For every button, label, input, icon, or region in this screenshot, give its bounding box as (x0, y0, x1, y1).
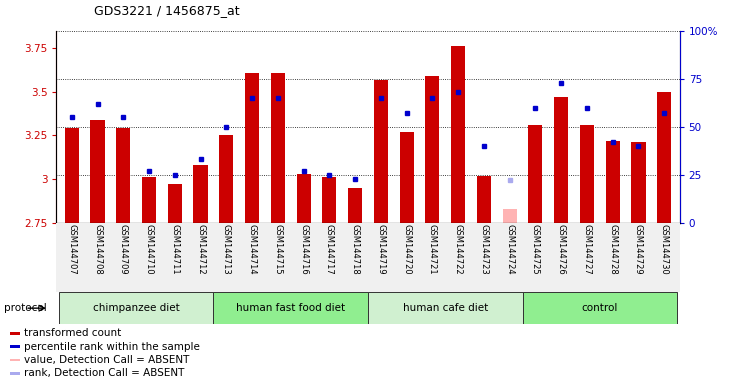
Text: GDS3221 / 1456875_at: GDS3221 / 1456875_at (94, 4, 240, 17)
Text: GSM144719: GSM144719 (376, 224, 385, 275)
Text: GSM144723: GSM144723 (479, 224, 488, 275)
Text: control: control (581, 303, 618, 313)
Bar (219, 136, 234, 223)
Bar (116, 129, 131, 223)
Bar (10, 345, 20, 348)
Bar (523, 292, 677, 324)
Text: GSM144718: GSM144718 (351, 224, 360, 275)
Text: percentile rank within the sample: percentile rank within the sample (24, 341, 200, 352)
Text: value, Detection Call = ABSENT: value, Detection Call = ABSENT (24, 355, 189, 365)
Bar (657, 92, 671, 223)
Bar (56, 223, 680, 292)
Bar (297, 174, 311, 223)
Bar (10, 372, 20, 375)
Bar (59, 292, 213, 324)
Text: GSM144708: GSM144708 (93, 224, 102, 275)
Bar (554, 97, 569, 223)
Bar (322, 177, 336, 223)
Text: chimpanzee diet: chimpanzee diet (93, 303, 179, 313)
Text: GSM144717: GSM144717 (325, 224, 334, 275)
Bar (632, 142, 646, 223)
Bar (502, 209, 517, 223)
Text: protocol: protocol (4, 303, 47, 313)
Text: GSM144725: GSM144725 (531, 224, 540, 275)
Bar (194, 165, 207, 223)
Text: GSM144726: GSM144726 (556, 224, 566, 275)
Text: GSM144729: GSM144729 (634, 224, 643, 275)
Bar (348, 188, 362, 223)
Bar (451, 46, 465, 223)
Bar (374, 79, 388, 223)
Bar (605, 141, 620, 223)
Text: GSM144715: GSM144715 (273, 224, 282, 275)
Text: transformed count: transformed count (24, 328, 122, 338)
Bar (142, 177, 156, 223)
Text: GSM144724: GSM144724 (505, 224, 514, 275)
Bar (400, 132, 414, 223)
Text: GSM144716: GSM144716 (299, 224, 308, 275)
Bar (477, 175, 491, 223)
Bar (167, 184, 182, 223)
Text: GSM144711: GSM144711 (170, 224, 179, 275)
Text: GSM144709: GSM144709 (119, 224, 128, 275)
Text: GSM144712: GSM144712 (196, 224, 205, 275)
Text: GSM144721: GSM144721 (428, 224, 437, 275)
Text: GSM144730: GSM144730 (659, 224, 668, 275)
Bar (213, 292, 368, 324)
Text: GSM144713: GSM144713 (222, 224, 231, 275)
Text: GSM144707: GSM144707 (68, 224, 77, 275)
Bar (529, 125, 542, 223)
Bar (10, 332, 20, 334)
Text: rank, Detection Call = ABSENT: rank, Detection Call = ABSENT (24, 368, 185, 379)
Text: human fast food diet: human fast food diet (236, 303, 345, 313)
Text: human cafe diet: human cafe diet (403, 303, 488, 313)
Bar (245, 73, 259, 223)
Bar (90, 120, 104, 223)
Text: GSM144720: GSM144720 (402, 224, 411, 275)
Text: GSM144710: GSM144710 (144, 224, 153, 275)
Text: GSM144722: GSM144722 (454, 224, 463, 275)
Bar (10, 359, 20, 361)
Bar (425, 76, 439, 223)
Text: GSM144728: GSM144728 (608, 224, 617, 275)
Bar (271, 73, 285, 223)
Bar (368, 292, 523, 324)
Text: GSM144714: GSM144714 (248, 224, 257, 275)
Bar (65, 129, 79, 223)
Text: GSM144727: GSM144727 (583, 224, 592, 275)
Bar (580, 125, 594, 223)
